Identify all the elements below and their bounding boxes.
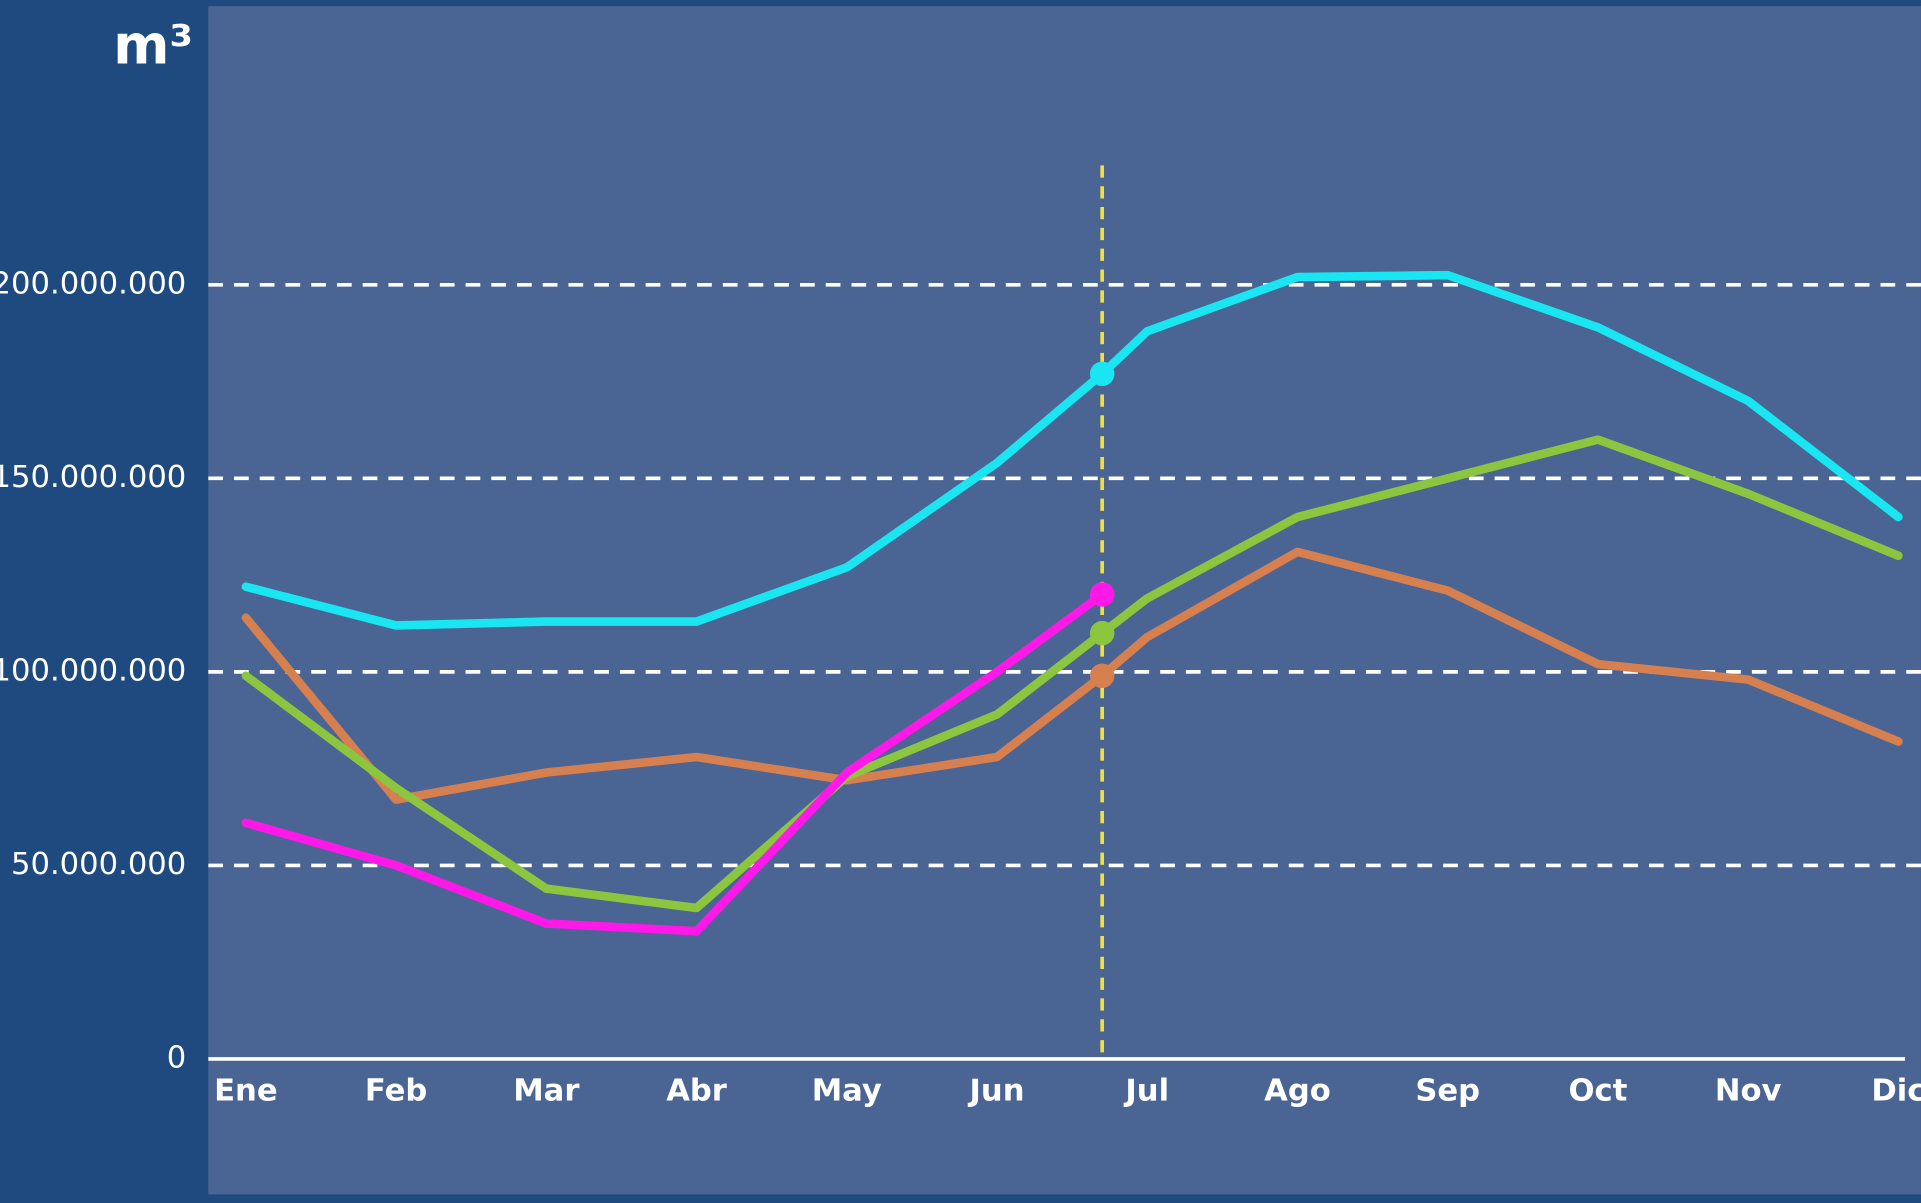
x-tick-label: Nov bbox=[1715, 1074, 1782, 1109]
x-tick-label: Jul bbox=[1123, 1074, 1169, 1109]
y-tick-label: 50.000.000 bbox=[11, 847, 186, 882]
x-tick-label: Ago bbox=[1264, 1074, 1331, 1109]
y-axis-unit: m³ bbox=[113, 14, 193, 77]
x-tick-label: Mar bbox=[513, 1074, 579, 1109]
x-tick-label: Jun bbox=[968, 1074, 1025, 1109]
y-tick-label: 0 bbox=[167, 1040, 186, 1075]
plot-area bbox=[208, 6, 1921, 1195]
series-line bbox=[241, 590, 1107, 936]
current-point bbox=[1089, 582, 1115, 607]
y-tick-label: 200.000.000 bbox=[0, 266, 186, 301]
y-tick-label: 100.000.000 bbox=[0, 653, 186, 688]
y-tick-label: 150.000.000 bbox=[0, 460, 186, 495]
x-tick-label: Feb bbox=[365, 1074, 427, 1109]
x-tick-label: Ene bbox=[214, 1074, 277, 1109]
current-point bbox=[1089, 663, 1115, 689]
x-tick-label: May bbox=[812, 1074, 882, 1109]
x-tick-label: Oct bbox=[1569, 1074, 1628, 1109]
current-point bbox=[1089, 361, 1115, 387]
x-tick-label: Abr bbox=[666, 1074, 727, 1109]
current-point bbox=[1089, 620, 1115, 646]
x-tick-label: Dic bbox=[1871, 1074, 1921, 1109]
x-tick-label: Sep bbox=[1415, 1074, 1480, 1109]
